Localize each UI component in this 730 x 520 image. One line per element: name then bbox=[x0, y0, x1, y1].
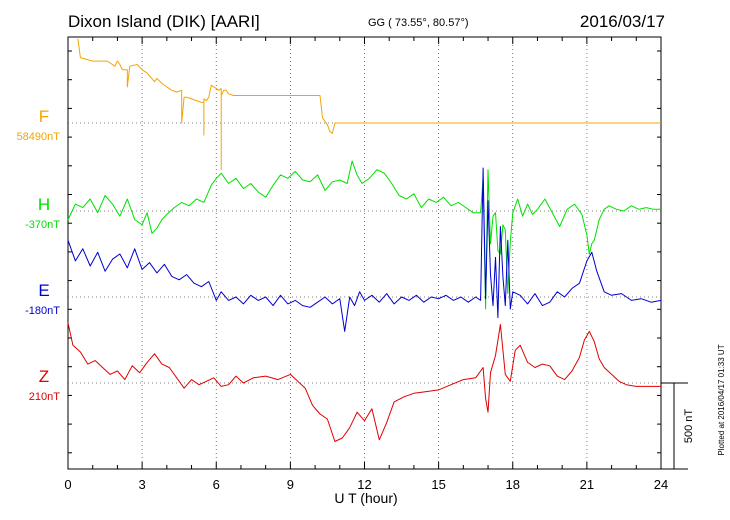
series-name-z: Z bbox=[39, 367, 49, 386]
series-baseline-h: -370nT bbox=[25, 219, 60, 231]
plot-timestamp: Plotted at 2016/04/17 01:33 UT bbox=[717, 344, 726, 455]
series-line-f bbox=[77, 38, 661, 170]
x-tick-label: 21 bbox=[580, 477, 594, 492]
x-tick-label: 9 bbox=[287, 477, 294, 492]
station-title: Dixon Island (DIK) [AARI] bbox=[68, 12, 260, 31]
series-line-h bbox=[67, 160, 661, 310]
date-label: 2016/03/17 bbox=[580, 12, 665, 31]
x-tick-label: 3 bbox=[139, 477, 146, 492]
series-baseline-e: -180nT bbox=[25, 305, 60, 317]
x-tick-label: 0 bbox=[64, 477, 71, 492]
series-baseline-f: 58490nT bbox=[17, 131, 61, 143]
grid bbox=[68, 37, 661, 469]
x-tick-label: 15 bbox=[431, 477, 445, 492]
series-labels: F 58490nT H -370nT E -180nT Z 210nT bbox=[17, 107, 61, 403]
x-tick-label: 12 bbox=[357, 477, 371, 492]
series-line-z bbox=[67, 322, 661, 442]
x-tick-label: 24 bbox=[654, 477, 668, 492]
axis-ticks bbox=[67, 37, 662, 469]
x-axis-label: U T (hour) bbox=[334, 490, 397, 506]
series-layer bbox=[67, 38, 662, 442]
x-tick-label: 6 bbox=[213, 477, 220, 492]
series-name-e: E bbox=[38, 281, 49, 300]
series-line-e bbox=[67, 167, 662, 332]
series-name-h: H bbox=[38, 195, 50, 214]
series-baseline-z: 210nT bbox=[29, 391, 60, 403]
scale-bar-label: 500 nT bbox=[683, 409, 695, 444]
x-tick-label: 18 bbox=[506, 477, 520, 492]
series-name-f: F bbox=[39, 107, 49, 126]
x-tick-labels: 0 3 6 9 12 15 18 21 24 bbox=[64, 477, 668, 492]
scale-bar: 500 nT bbox=[661, 382, 695, 470]
geo-coords: GG ( 73.55°, 80.57°) bbox=[368, 17, 469, 29]
